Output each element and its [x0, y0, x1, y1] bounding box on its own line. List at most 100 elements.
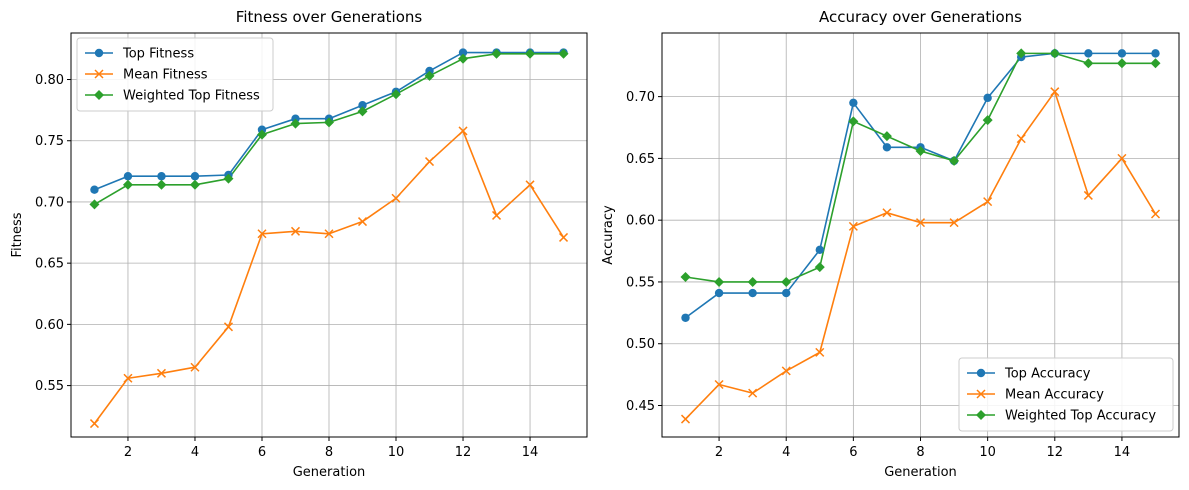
y-axis-label: Fitness	[10, 212, 25, 257]
data-point	[1083, 190, 1093, 200]
data-point	[848, 116, 859, 127]
legend-item: Top Fitness	[85, 47, 194, 62]
y-tick-label: 0.65	[35, 257, 64, 272]
y-tick-label: 0.55	[626, 275, 655, 290]
data-point	[915, 218, 926, 228]
data-point	[357, 217, 368, 227]
chart-title: Accuracy over Generations	[819, 8, 1022, 26]
data-point	[949, 155, 960, 166]
data-point	[714, 379, 724, 390]
data-point	[882, 143, 892, 152]
legend-box	[76, 37, 274, 112]
data-point	[1150, 209, 1161, 219]
x-tick-label: 10	[979, 445, 996, 460]
y-tick-label: 0.80	[35, 73, 64, 88]
data-point	[1016, 48, 1027, 59]
x-tick-label: 12	[1047, 445, 1064, 460]
data-point	[915, 145, 926, 156]
data-point	[1117, 49, 1127, 58]
data-point	[290, 226, 301, 236]
series-points-weighted-top-fitness	[89, 48, 569, 210]
data-point	[848, 221, 858, 231]
data-point	[1083, 58, 1094, 69]
data-point	[290, 118, 301, 129]
data-point	[949, 218, 959, 228]
x-tick-label: 10	[388, 445, 405, 460]
data-point	[815, 347, 825, 357]
legend-marker	[976, 410, 986, 420]
legend-item: Mean Accuracy	[967, 388, 1104, 403]
axes-frame	[70, 32, 588, 438]
series-points-mean-fitness	[89, 126, 569, 429]
legend-marker	[94, 90, 104, 100]
data-point	[1049, 48, 1060, 59]
data-point	[558, 48, 569, 59]
data-point	[982, 115, 993, 126]
chart-title: Fitness over Generations	[236, 8, 423, 26]
data-point	[324, 117, 334, 128]
y-tick-label: 0.70	[35, 195, 64, 210]
legend-label: Top Accuracy	[1004, 367, 1091, 382]
x-axis-label: Generation	[884, 465, 957, 480]
data-point	[157, 172, 166, 181]
data-point	[1084, 49, 1093, 58]
y-tick-label: 0.45	[626, 399, 655, 414]
data-point	[190, 172, 200, 181]
data-point	[1117, 153, 1127, 163]
data-point	[257, 229, 267, 239]
data-point	[156, 368, 166, 378]
data-point	[680, 414, 691, 424]
data-point	[256, 129, 267, 140]
x-tick-label: 4	[782, 445, 790, 460]
x-tick-label: 8	[916, 445, 924, 460]
data-point	[458, 126, 468, 136]
data-point	[714, 288, 724, 298]
legend-item: Weighted Top Fitness	[85, 89, 260, 104]
legend-item: Top Accuracy	[967, 367, 1091, 382]
legend-item: Mean Fitness	[85, 68, 208, 83]
x-tick-label: 12	[455, 445, 472, 460]
chart-fitness: 2 4 6 8 10 12 14 0.55 0.60 0.65 0.70 0.75 0.80 Fitnes…	[10, 8, 588, 480]
data-point	[814, 262, 825, 273]
data-point	[223, 173, 234, 184]
data-point	[815, 245, 824, 255]
series-points-mean-accuracy	[680, 87, 1161, 424]
y-tick-label: 0.50	[626, 337, 655, 352]
data-point	[849, 98, 858, 108]
data-point	[525, 48, 536, 59]
data-point	[881, 131, 892, 142]
data-point	[1050, 87, 1060, 97]
x-tick-label: 2	[124, 445, 132, 460]
legend-marker	[976, 389, 986, 399]
legend-marker	[94, 48, 104, 58]
data-point	[1016, 134, 1026, 144]
y-tick-label: 0.70	[626, 90, 655, 105]
data-point	[391, 89, 402, 100]
axes-frame	[661, 32, 1180, 438]
y-tick-label: 0.65	[626, 152, 655, 167]
data-point	[156, 179, 167, 190]
data-point	[714, 276, 725, 287]
data-point	[781, 366, 791, 376]
data-point	[357, 106, 368, 117]
data-point	[782, 288, 791, 298]
x-tick-label: 8	[325, 445, 333, 460]
x-axis-label: Generation	[293, 465, 366, 480]
data-point	[491, 48, 502, 59]
legend-label: Weighted Top Accuracy	[1005, 409, 1156, 424]
legend-box	[958, 357, 1174, 432]
legend-marker	[94, 69, 104, 79]
y-tick-label: 0.75	[35, 134, 64, 149]
x-tick-label: 2	[715, 445, 723, 460]
data-point	[525, 180, 535, 190]
legend-marker	[976, 368, 986, 378]
data-point	[1151, 49, 1160, 58]
data-point	[559, 232, 569, 242]
data-point	[882, 208, 892, 218]
data-point	[123, 172, 133, 181]
data-point	[424, 157, 435, 167]
legend: Top Accuracy Mean Accuracy Weighted Top Ac…	[958, 357, 1174, 432]
x-tick-label: 14	[1114, 445, 1131, 460]
data-point	[89, 419, 99, 429]
